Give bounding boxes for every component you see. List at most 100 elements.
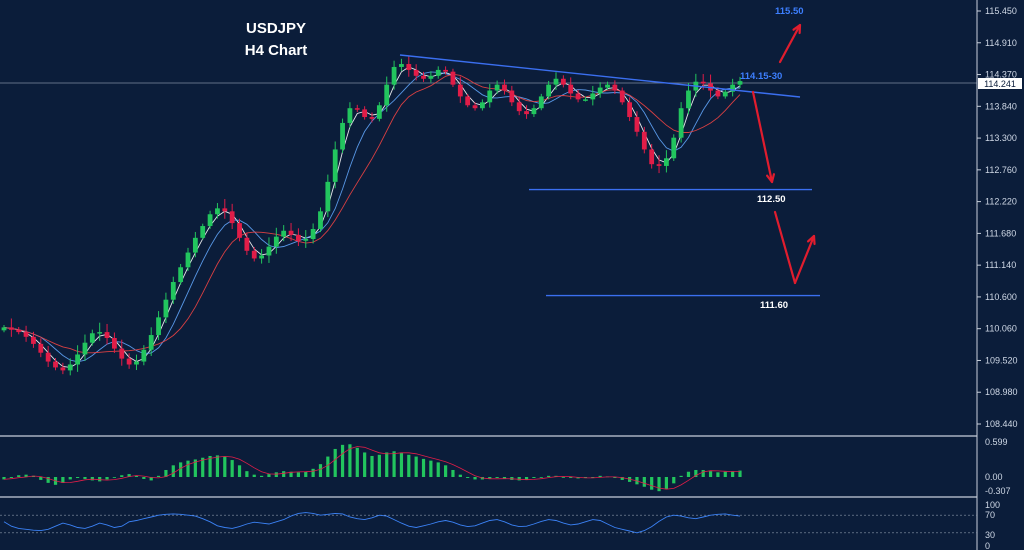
candle-body (296, 234, 301, 241)
oscillator-bar (76, 477, 80, 478)
oscillator-bar (488, 477, 492, 479)
candle-body (391, 66, 397, 85)
oscillator-bar (642, 477, 646, 487)
candle-body (450, 71, 456, 85)
chart-title: USDJPY (246, 20, 306, 37)
oscillator-tick-label: 0.599 (985, 437, 1008, 447)
oscillator-bar (215, 455, 220, 477)
price-tick-label: 111.680 (985, 228, 1016, 238)
oscillator-bar (532, 477, 536, 478)
oscillator-bar (738, 470, 742, 477)
oscillator-bar (407, 454, 411, 477)
candle-body (399, 64, 404, 67)
price-axis: 115.450 114.910 114.370 113.840 113.300 112.7… (977, 6, 1018, 429)
oscillator-bar (723, 471, 727, 477)
oscillator-bar (591, 477, 595, 478)
oscillator-bar (613, 477, 617, 478)
oscillator-bar (399, 452, 404, 477)
oscillator-bar (282, 471, 286, 477)
candle-body (16, 329, 22, 333)
candle-body (8, 327, 14, 330)
oscillator-bar (260, 475, 264, 477)
oscillator-bar (686, 471, 691, 477)
candle-body (340, 122, 345, 150)
candle-body (494, 84, 500, 91)
candle-body (303, 239, 309, 241)
oscillator-bar (274, 472, 278, 477)
candle-body (82, 342, 88, 355)
arrow-drop-leg (773, 210, 797, 285)
oscillator-tick-label: -0.307 (985, 486, 1011, 496)
moving-average-line (3, 73, 741, 354)
oscillator-bar (451, 469, 455, 477)
price-tick-label: 114.910 (985, 38, 1017, 48)
candle-body (502, 84, 507, 91)
oscillator-bar (620, 477, 624, 480)
candle-body (23, 332, 29, 337)
oscillator-bar (414, 456, 418, 477)
price-tick-label: 110.600 (985, 292, 1017, 302)
arrow-down-support-head (766, 173, 776, 184)
oscillator-bar (83, 477, 87, 479)
oscillator-panel: 0.599 0.00 -0.307 (2, 437, 1011, 496)
candle-body (325, 181, 331, 212)
target-up-label: 115.50 (775, 6, 804, 17)
candle-body (288, 230, 294, 235)
candle-body (612, 84, 618, 91)
candle-body (170, 282, 176, 300)
candle-body (104, 332, 110, 338)
descending-resistance-line (399, 54, 801, 98)
oscillator-bar (2, 477, 6, 480)
oscillator-bar (502, 477, 507, 479)
candle-body (634, 117, 640, 132)
rsi-tick-label: 100 (985, 500, 1000, 510)
price-tick-label: 110.060 (985, 324, 1017, 334)
oscillator-bar (164, 469, 168, 477)
candle-body (428, 75, 434, 79)
candle-body (560, 78, 566, 85)
oscillator-bar (289, 471, 293, 477)
candle-body (354, 108, 360, 110)
oscillator-bar (230, 460, 234, 477)
candle-body (259, 255, 264, 259)
candle-body (516, 102, 522, 112)
current-price-label: 114.241 (984, 79, 1016, 89)
candle-body (649, 149, 655, 165)
oscillator-bar (473, 477, 477, 480)
oscillator-bar (318, 464, 323, 477)
oscillator-bar (326, 456, 330, 477)
candle-body (737, 81, 743, 85)
candle-body (31, 336, 36, 344)
candle-body (700, 81, 706, 84)
candle-body (627, 102, 632, 118)
oscillator-bar (385, 452, 389, 477)
candle-body (347, 108, 353, 123)
oscillator-bar (105, 477, 109, 480)
candle-body (362, 109, 368, 118)
oscillator-bar (701, 469, 705, 477)
oscillator-bar (708, 471, 713, 477)
candle-body (215, 208, 220, 215)
candle-body (686, 90, 691, 109)
candle-body (156, 317, 161, 336)
candle-body (538, 96, 544, 109)
oscillator-bar (201, 457, 205, 477)
oscillator-bar (98, 477, 102, 482)
candle-body (53, 361, 58, 368)
candle-body (583, 99, 588, 101)
candle-body (384, 84, 390, 106)
candle-body (251, 250, 257, 259)
candle-body (119, 348, 125, 359)
candle-body (619, 90, 625, 103)
oscillator-bar (61, 477, 65, 483)
arrow-rebound (793, 234, 816, 285)
oscillator-bar (245, 471, 249, 477)
candle-body (590, 93, 596, 100)
candle-body (244, 237, 250, 251)
rsi-line (3, 512, 741, 534)
candle-body (266, 246, 272, 256)
candle-body (369, 117, 375, 119)
price-tick-label: 109.520 (985, 355, 1018, 365)
oscillator-bar (421, 458, 426, 477)
